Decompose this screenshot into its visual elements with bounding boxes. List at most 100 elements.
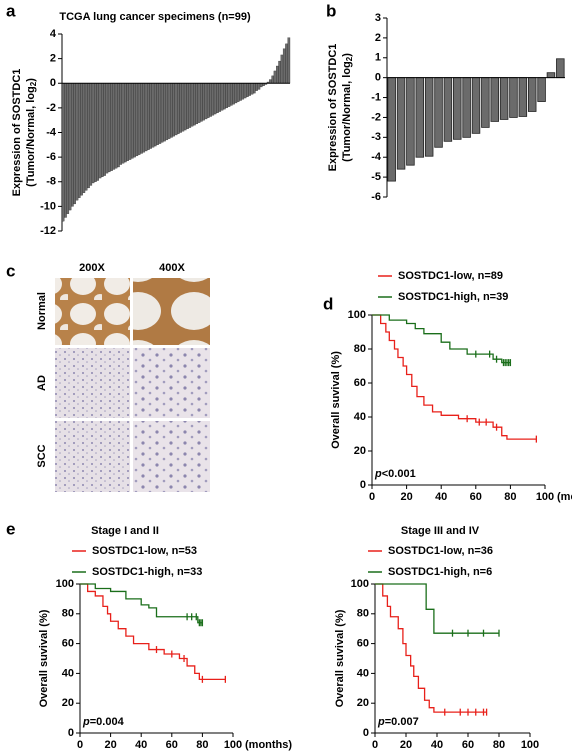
bar	[537, 77, 546, 102]
chart-title: TCGA lung cancer specimens (n=99)	[59, 11, 251, 23]
bar	[471, 77, 481, 134]
y-tick-label: 60	[354, 377, 366, 389]
x-tick-label: 80	[504, 491, 516, 503]
bar	[190, 83, 194, 127]
bar	[225, 83, 228, 109]
row-label: AD	[36, 375, 48, 391]
bar	[80, 83, 83, 196]
y-tick-label: 0	[375, 72, 381, 84]
bar	[204, 83, 208, 120]
y-tick-label: 2	[375, 32, 381, 44]
y-axis-label: Overall suvival (%)	[330, 351, 342, 449]
bar	[236, 83, 240, 102]
bar	[546, 72, 556, 79]
bar	[128, 83, 132, 160]
bar	[280, 54, 284, 84]
bar	[183, 83, 187, 131]
legend-label: SOSTDC1-high, n=33	[92, 566, 202, 578]
y-tick-label: 80	[62, 608, 74, 620]
bar	[481, 77, 490, 128]
bar	[490, 77, 499, 122]
bar	[246, 83, 249, 97]
bar	[250, 83, 254, 95]
bar	[234, 83, 238, 104]
bar	[124, 83, 127, 163]
bar	[89, 83, 93, 186]
legend-label: SOSTDC1-low, n=36	[388, 545, 493, 557]
chart-title: Stage I and II	[91, 525, 159, 537]
y-tick-label: 100	[56, 578, 74, 590]
ihc-image	[133, 348, 210, 418]
y-tick-label: -2	[46, 102, 56, 114]
p-symbol: p	[82, 716, 90, 728]
x-tick-label: 40	[435, 491, 447, 503]
x-tick-label: 100	[521, 739, 539, 751]
y-tick-label: -12	[40, 225, 56, 237]
y-tick-label: -3	[371, 131, 381, 143]
x-tick-label: 60	[166, 739, 178, 751]
bar	[91, 83, 95, 184]
y-axis-label: (Tumor/Normal, log2)	[341, 53, 354, 162]
panel-letter: a	[6, 1, 16, 20]
p-value: p=0.004	[82, 716, 125, 728]
legend-label: SOSTDC1-low, n=89	[398, 270, 503, 282]
y-label-text: (Tumor/Normal, log	[25, 86, 37, 187]
bar	[527, 77, 537, 112]
y-tick-label: 0	[50, 77, 56, 89]
bar	[130, 83, 134, 159]
x-tick-label: 20	[104, 739, 116, 751]
panel-letter: d	[323, 294, 333, 313]
bar	[133, 83, 136, 158]
bar	[278, 60, 281, 84]
bar	[149, 83, 152, 149]
bar	[197, 83, 201, 123]
bar	[94, 83, 97, 182]
survival-curve	[372, 314, 537, 440]
bar	[193, 83, 196, 126]
y-label-text: )	[341, 53, 353, 57]
y-label-text: (Tumor/Normal, log	[341, 61, 353, 162]
bar	[103, 83, 106, 176]
bar	[181, 83, 185, 132]
y-axis-label: (Tumor/Normal, log2)	[25, 78, 38, 187]
bar	[112, 83, 116, 170]
y-axis-label: Expression of SOSTDC1	[11, 69, 23, 197]
bar	[285, 43, 288, 84]
x-axis-label: (months)	[245, 739, 292, 751]
y-tick-label: 100	[348, 309, 366, 321]
row-label: SCC	[36, 444, 48, 467]
x-axis-label: (months)	[557, 491, 572, 503]
bar	[165, 83, 169, 141]
bar	[179, 83, 182, 133]
y-tick-label: 20	[62, 697, 74, 709]
bar	[114, 83, 118, 169]
p-text: =0.004	[90, 716, 125, 728]
bar	[271, 75, 275, 84]
bar	[174, 83, 178, 136]
x-tick-label: 60	[462, 739, 474, 751]
x-tick-label: 0	[369, 491, 375, 503]
bar	[61, 83, 65, 222]
y-tick-label: 60	[357, 638, 369, 650]
bar	[232, 83, 235, 105]
y-tick-label: 2	[50, 53, 56, 65]
panel-letter: b	[326, 1, 336, 20]
bar	[273, 70, 277, 84]
chart-title: Stage III and IV	[401, 525, 480, 537]
x-tick-label: 40	[431, 739, 443, 751]
p-symbol: p	[374, 468, 382, 480]
bar	[105, 83, 109, 174]
bar	[243, 83, 247, 99]
bar	[269, 79, 272, 84]
bar	[406, 77, 415, 166]
bar	[200, 83, 203, 122]
x-tick-label: 40	[135, 739, 147, 751]
x-tick-label: 80	[493, 739, 505, 751]
survival-curve	[375, 583, 487, 713]
bar	[144, 83, 148, 152]
bar	[84, 83, 88, 191]
bar	[188, 83, 192, 128]
survival-curve	[372, 314, 511, 364]
bar	[223, 83, 226, 110]
bar	[287, 37, 291, 84]
